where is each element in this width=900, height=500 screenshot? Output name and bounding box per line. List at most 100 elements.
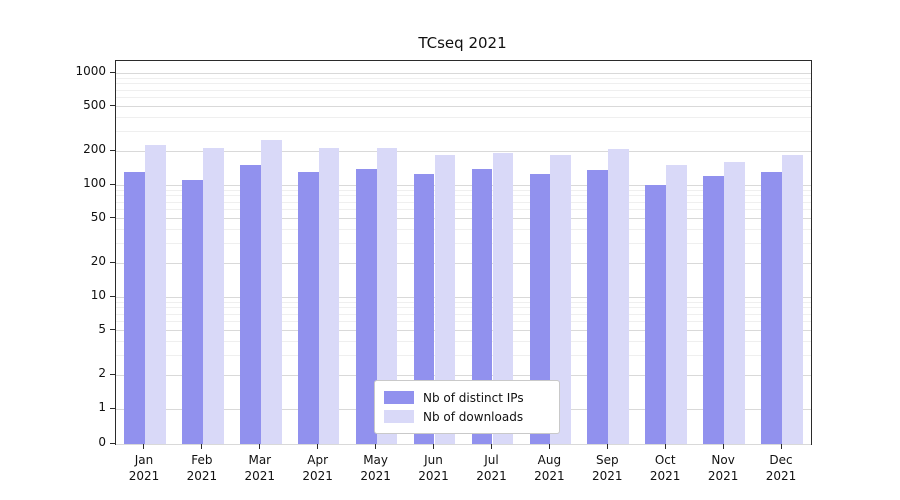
y-tick-label: 1000 <box>75 64 106 78</box>
bar-downloads <box>782 155 803 444</box>
x-tick-mark <box>607 444 608 449</box>
x-tick-label: Nov 2021 <box>693 452 753 484</box>
y-tick-label: 50 <box>90 209 106 224</box>
y-tick-mark <box>110 72 115 73</box>
y-tick-mark <box>110 329 115 330</box>
minor-gridline <box>116 190 811 191</box>
bar-downloads <box>260 140 282 444</box>
bar-distinct-ips <box>239 165 261 444</box>
x-tick-month: Jul <box>484 453 499 467</box>
legend-label-distinct-ips: Nb of distinct IPs <box>423 390 524 405</box>
minor-gridline <box>116 97 811 98</box>
bar-distinct-ips <box>124 172 145 444</box>
legend-label-downloads: Nb of downloads <box>423 409 524 424</box>
x-tick-year: 2021 <box>649 469 681 483</box>
x-tick-mark <box>781 444 782 449</box>
bar-downloads <box>608 148 630 444</box>
x-tick-label: Mar 2021 <box>230 452 290 484</box>
x-tick-label: Aug 2021 <box>519 452 579 484</box>
y-tick-label: 5 <box>98 321 106 336</box>
x-tick-mark <box>665 444 666 449</box>
legend-row: Nb of downloads <box>384 407 549 426</box>
minor-gridline <box>116 321 811 322</box>
y-tick-label: 2 <box>98 366 106 381</box>
legend-row: Nb of distinct IPs <box>384 388 549 407</box>
major-gridline <box>116 330 811 331</box>
minor-gridline <box>116 314 811 315</box>
minor-gridline <box>116 209 811 210</box>
x-tick-year: 2021 <box>765 469 797 483</box>
x-tick-mark <box>259 444 260 449</box>
x-tick-year: 2021 <box>534 469 565 483</box>
y-tick-label: 1 <box>98 400 106 414</box>
minor-gridline <box>116 117 811 118</box>
x-tick-label: Oct 2021 <box>635 452 695 484</box>
bar-downloads <box>376 147 398 444</box>
x-tick-month: Feb <box>191 453 213 467</box>
chart-title: TCseq 2021 <box>418 34 507 52</box>
y-tick-mark <box>110 150 115 151</box>
y-tick-mark <box>110 262 115 263</box>
bar-downloads <box>434 155 456 444</box>
minor-gridline <box>116 243 811 244</box>
plot-area: Nb of distinct IPs Nb of downloads <box>115 60 812 445</box>
y-tick-label: 100 <box>83 176 106 190</box>
x-tick-month: May <box>363 453 388 467</box>
x-tick-month: Jan <box>134 453 154 467</box>
x-tick-label: Jul 2021 <box>462 452 522 484</box>
y-tick-mark <box>110 105 115 106</box>
y-tick-label: 10 <box>90 288 106 302</box>
x-tick-label: Dec 2021 <box>751 452 811 484</box>
bar-distinct-ips <box>413 174 435 444</box>
bar-downloads <box>202 147 224 444</box>
bar-distinct-ips <box>297 172 319 444</box>
x-tick-label: Jun 2021 <box>404 452 464 484</box>
x-tick-mark <box>723 444 724 449</box>
y-tick-label: 20 <box>90 254 106 269</box>
major-gridline <box>116 185 811 186</box>
minor-gridline <box>116 229 811 230</box>
minor-gridline <box>116 355 811 356</box>
bar-downloads <box>550 155 572 444</box>
y-tick-mark <box>110 374 115 375</box>
x-tick-year: 2021 <box>302 469 333 483</box>
y-tick-mark <box>110 408 115 409</box>
x-tick-label: Feb 2021 <box>172 452 232 484</box>
x-tick-year: 2021 <box>476 469 507 483</box>
x-tick-mark <box>375 444 376 449</box>
x-tick-mark <box>433 444 434 449</box>
bar-distinct-ips <box>471 168 493 444</box>
x-tick-label: Jan 2021 <box>114 452 174 484</box>
x-tick-year: 2021 <box>360 469 391 483</box>
major-gridline <box>116 218 811 219</box>
x-tick-year: 2021 <box>128 469 160 483</box>
minor-gridline <box>116 83 811 84</box>
x-tick-year: 2021 <box>592 469 623 483</box>
x-tick-label: Sep 2021 <box>577 452 637 484</box>
minor-gridline <box>116 341 811 342</box>
bar-distinct-ips <box>761 172 782 444</box>
major-gridline <box>116 297 811 298</box>
x-tick-month: Apr <box>307 453 329 467</box>
bar-downloads <box>666 165 687 444</box>
bar-distinct-ips <box>355 168 377 444</box>
x-tick-mark <box>201 444 202 449</box>
minor-gridline <box>116 131 811 132</box>
y-tick-label: 500 <box>83 97 106 112</box>
y-tick-mark <box>110 296 115 297</box>
bar-distinct-ips <box>182 180 203 444</box>
x-tick-year: 2021 <box>418 469 449 483</box>
minor-gridline <box>116 302 811 303</box>
x-tick-year: 2021 <box>186 469 218 483</box>
x-tick-month: Dec <box>769 453 793 467</box>
y-tick-mark <box>110 184 115 185</box>
x-tick-month: Aug <box>537 453 562 467</box>
x-tick-label: Apr 2021 <box>288 452 348 484</box>
major-gridline <box>116 375 811 376</box>
legend-swatch-downloads <box>384 410 414 423</box>
y-tick-mark <box>110 443 115 444</box>
major-gridline <box>116 73 811 74</box>
y-tick-label: 0 <box>98 435 106 449</box>
legend-swatch-distinct-ips <box>384 391 414 404</box>
